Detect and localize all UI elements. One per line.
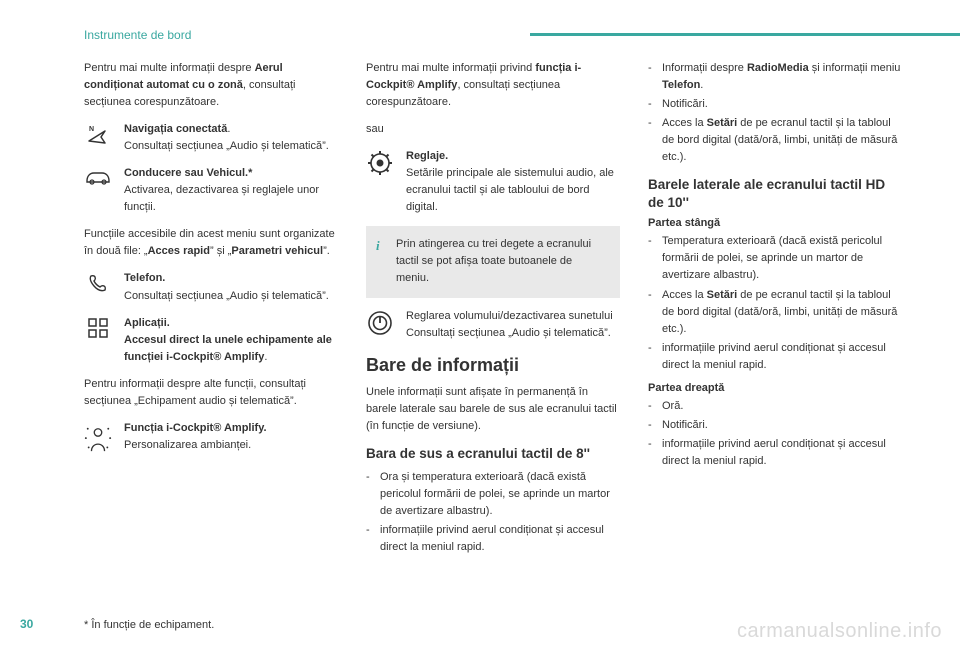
text-bold: Parametri vehicul (231, 245, 323, 257)
feature-title: Reglaje. (406, 150, 448, 162)
feature-title: Funcția i-Cockpit® Amplify. (124, 422, 267, 434)
list-item: informațiile privind aerul condiționat ș… (648, 436, 902, 470)
left-side-title: Partea stângă (648, 217, 902, 229)
info-box: i Prin atingerea cu trei degete a ecranu… (366, 226, 620, 297)
feature-body: Setările principale ale sistemului audio… (406, 167, 614, 213)
column-1: Pentru mai multe informații despre Aerul… (84, 60, 338, 564)
intro-paragraph: Pentru mai multe informații privind func… (366, 60, 620, 111)
info-box-text: Prin atingerea cu trei degete a ecranulu… (396, 236, 608, 287)
text: Pentru mai multe informații despre (84, 62, 255, 74)
info-icon: i (376, 236, 386, 256)
section-intro: Unele informații sunt afișate în permane… (366, 384, 620, 435)
feature-body: Activarea, dezactivarea și reglajele uno… (124, 184, 319, 213)
feature-volume: Reglarea volumului/dezactivarea sunetulu… (366, 308, 620, 342)
feature-driving: Conducere sau Vehicul.* Activarea, dezac… (84, 165, 338, 216)
subsection-10inch: Barele laterale ale ecranului tactil HD … (648, 176, 902, 211)
other-functions-paragraph: Pentru informații despre alte funcții, c… (84, 376, 338, 410)
feature-text: Funcția i-Cockpit® Amplify. Personalizar… (124, 420, 338, 454)
right-side-title: Partea dreaptă (648, 382, 902, 394)
feature-phone: Telefon. Consultați secțiunea „Audio și … (84, 270, 338, 304)
text-bold: Setări (707, 289, 738, 301)
feature-text: Aplicații. Accesul direct la unele echip… (124, 315, 338, 366)
navigation-icon: N (84, 121, 112, 149)
column-2: Pentru mai multe informații privind func… (366, 60, 620, 564)
text: . (700, 79, 703, 91)
text: Acces la (662, 117, 707, 129)
list-top: Informații despre RadioMedia și informaț… (648, 60, 902, 166)
text: Informații despre (662, 62, 747, 74)
content-columns: Pentru mai multe informații despre Aerul… (48, 60, 912, 564)
section-title-info-bars: Bare de informații (366, 354, 620, 377)
text-bold: Setări (707, 117, 738, 129)
list-item: Notificări. (648, 96, 902, 113)
list-right-side: Oră. Notificări. informațiile privind ae… (648, 398, 902, 470)
tabs-paragraph: Funcțiile accesibile din acest meniu sun… (84, 226, 338, 260)
text: ” și „ (210, 245, 231, 257)
column-3: Informații despre RadioMedia și informaț… (648, 60, 902, 564)
list-item: informațiile privind aerul condiționat ș… (366, 522, 620, 556)
list-item: Notificări. (648, 417, 902, 434)
list-8inch: Ora și temperatura exterioară (dacă exis… (366, 469, 620, 556)
text: și informații meniu (809, 62, 901, 74)
phone-icon (84, 270, 112, 296)
feature-title: Aplicații. (124, 317, 170, 329)
feature-settings: Reglaje. Setările principale ale sistemu… (366, 148, 620, 216)
feature-text: Telefon. Consultați secțiunea „Audio și … (124, 270, 338, 304)
feature-body: Personalizarea ambianței. (124, 439, 251, 451)
text-bold: Acces rapid (148, 245, 210, 257)
feature-line1: Reglarea volumului/dezactivarea sunetulu… (406, 310, 613, 322)
header-accent-line (530, 33, 960, 36)
list-item: Informații despre RadioMedia și informaț… (648, 60, 902, 94)
feature-line2: Consultați secțiunea „Audio și telematic… (406, 327, 611, 339)
text-bold: Telefon (662, 79, 700, 91)
feature-title: Telefon. (124, 272, 165, 284)
feature-text: Reglarea volumului/dezactivarea sunetulu… (406, 308, 620, 342)
feature-title: Conducere sau Vehicul.* (124, 167, 252, 179)
feature-body: Consultați secțiunea „Audio și telematic… (124, 290, 329, 302)
feature-text: Conducere sau Vehicul.* Activarea, dezac… (124, 165, 338, 216)
text: Pentru mai multe informații privind (366, 62, 535, 74)
list-item: informațiile privind aerul condiționat ș… (648, 340, 902, 374)
feature-title: Navigația conectată (124, 123, 227, 135)
intro-paragraph: Pentru mai multe informații despre Aerul… (84, 60, 338, 111)
text: . (264, 351, 267, 363)
feature-body: Consultați secțiunea „Audio și telematic… (124, 140, 329, 152)
sau-text: sau (366, 121, 620, 138)
svg-text:N: N (89, 126, 94, 133)
page: Instrumente de bord Pentru mai multe inf… (0, 0, 960, 649)
power-icon (366, 308, 394, 336)
feature-icockpit: Funcția i-Cockpit® Amplify. Personalizar… (84, 420, 338, 456)
apps-icon (84, 315, 112, 339)
list-item: Acces la Setări de pe ecranul tactil și … (648, 287, 902, 338)
car-icon (84, 165, 112, 187)
gear-icon (366, 148, 394, 176)
text: . (227, 123, 230, 135)
feature-navigation: N Navigația conectată. Consultați secțiu… (84, 121, 338, 155)
subsection-8inch: Bara de sus a ecranului tactil de 8'' (366, 445, 620, 463)
list-item: Ora și temperatura exterioară (dacă exis… (366, 469, 620, 520)
feature-text: Reglaje. Setările principale ale sistemu… (406, 148, 620, 216)
list-item: Acces la Setări de pe ecranul tactil și … (648, 115, 902, 166)
page-header-title: Instrumente de bord (48, 28, 191, 42)
person-ambiance-icon (84, 420, 112, 456)
feature-text: Navigația conectată. Consultați secțiune… (124, 121, 338, 155)
text: Acces la (662, 289, 707, 301)
feature-apps: Aplicații. Accesul direct la unele echip… (84, 315, 338, 366)
watermark: carmanualsonline.info (737, 620, 942, 643)
footnote: * În funcție de echipament. (84, 619, 214, 631)
list-item: Temperatura exterioară (dacă există peri… (648, 233, 902, 284)
list-left-side: Temperatura exterioară (dacă există peri… (648, 233, 902, 373)
list-item: Oră. (648, 398, 902, 415)
text: ”. (323, 245, 330, 257)
page-number: 30 (20, 617, 33, 631)
text-bold: RadioMedia (747, 62, 809, 74)
feature-body: Accesul direct la unele echipamente ale … (124, 334, 332, 363)
